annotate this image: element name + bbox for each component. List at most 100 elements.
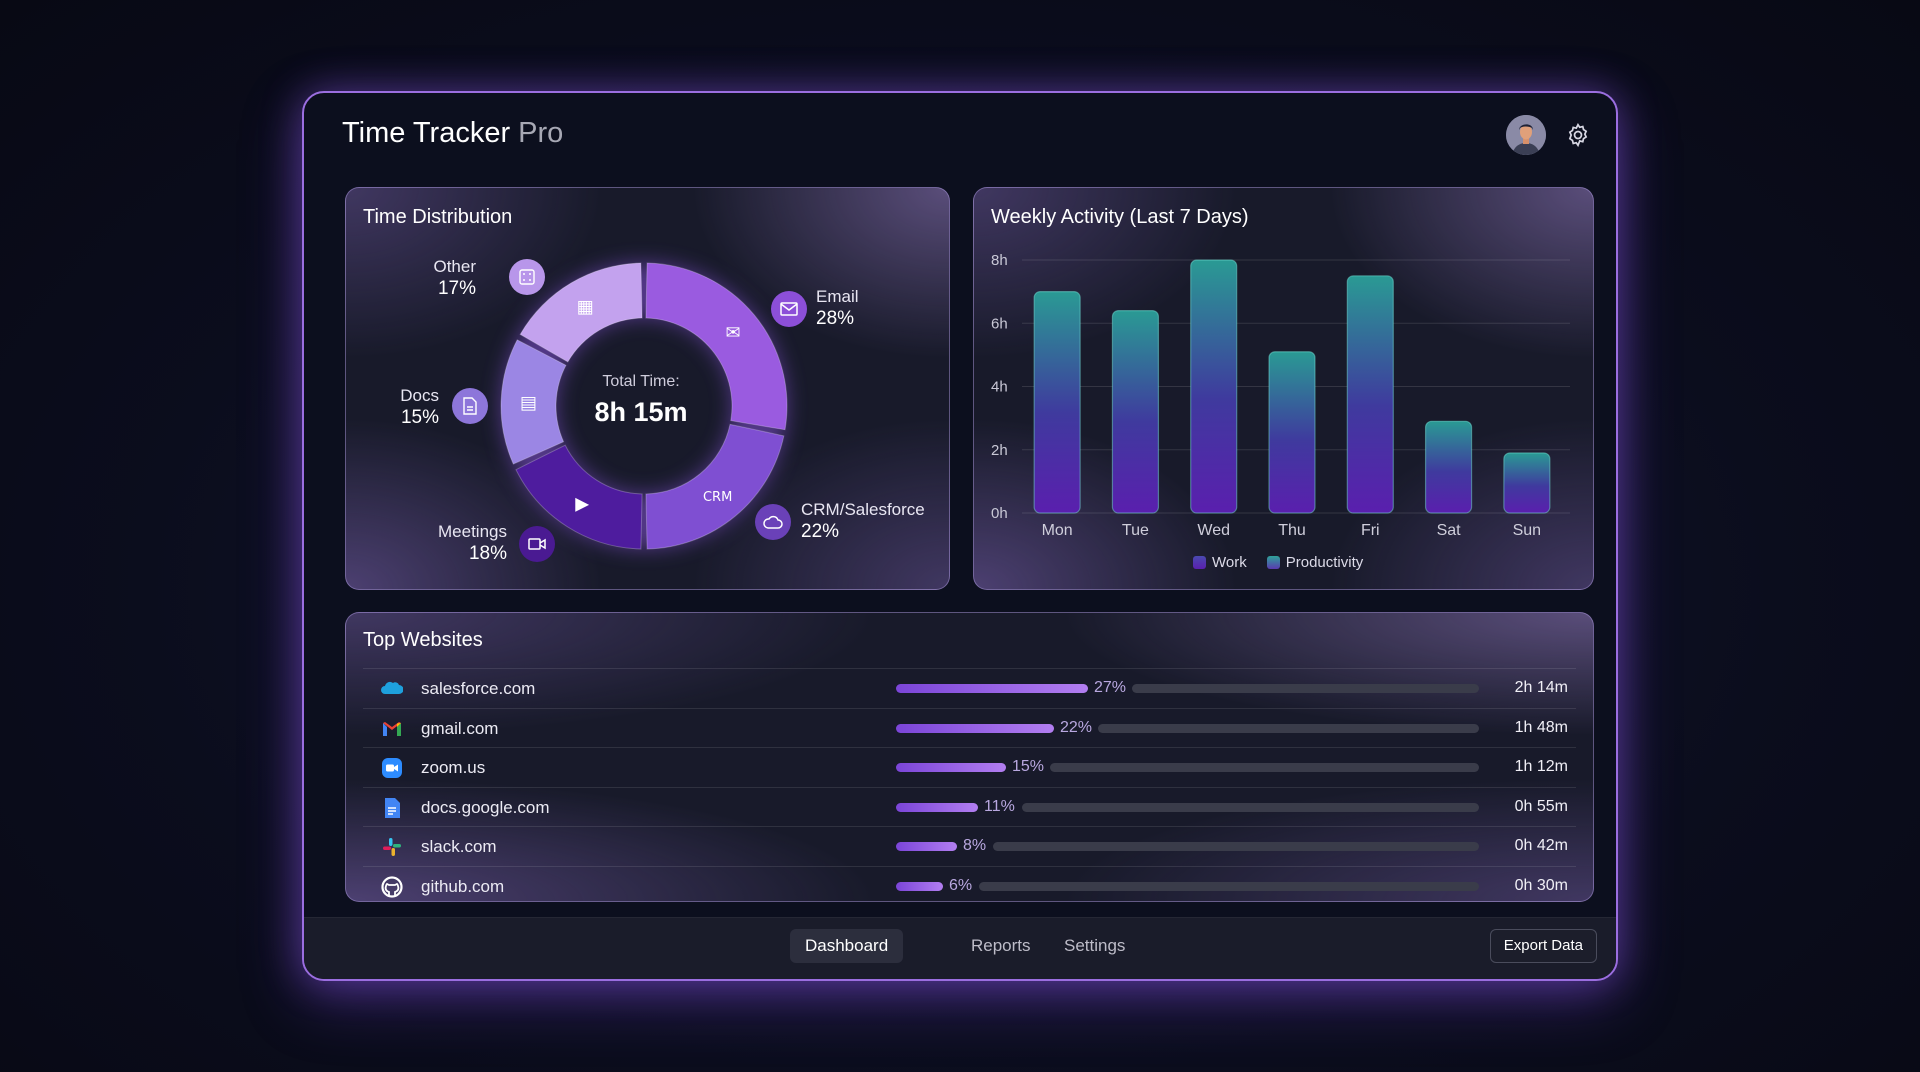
tab-reports[interactable]: Reports [971,936,1031,955]
donut-slice-crm-salesforce[interactable] [645,423,785,550]
legend-swatch-work [1193,556,1206,569]
bar-mon[interactable] [1033,291,1081,514]
time-spent: 1h 48m [1514,718,1568,736]
app-title-suffix: Pro [518,117,564,149]
y-tick-label: 6h [991,315,1008,332]
y-tick-label: 4h [991,379,1008,396]
usage-percent: 22% [1060,718,1093,736]
usage-percent: 15% [1012,758,1045,775]
user-avatar[interactable] [1506,115,1546,155]
website-name: salesforce.com [421,679,536,698]
bar-sun[interactable] [1503,452,1551,514]
website-name: zoom.us [421,758,486,777]
export-data-button[interactable]: Export Data [1489,929,1597,963]
total-time-label: Total Time: [602,373,680,390]
weekly-activity-title: Weekly Activity (Last 7 Days) [991,206,1249,228]
website-row[interactable]: gmail.com 22% 1h 48m [363,707,1576,747]
gear-icon[interactable] [1565,122,1591,148]
usage-bar-track [1022,802,1479,812]
tab-settings[interactable]: Settings [1064,936,1126,955]
website-row[interactable]: github.com 6% 0h 30m [363,865,1576,905]
person-icon [1506,115,1546,155]
usage-bar-fill [896,684,1088,693]
slice-icon-document-icon: ▤ [520,392,537,413]
usage-bar-fill [896,763,1006,772]
usage-bar-track [993,842,1479,851]
usage-percent: 6% [949,876,973,894]
donut-slice-meetings[interactable] [515,444,643,550]
usage-percent: 8% [963,837,987,854]
website-row[interactable]: salesforce.com 27% 2h 14m [363,668,1576,707]
usage-bar-fill [896,723,1054,733]
video-camera-icon [519,526,555,562]
donut-slice-other[interactable] [519,262,643,363]
segment-label-other: Other 17% [433,257,476,299]
tab-dashboard[interactable]: Dashboard [790,929,904,963]
x-tick-label: Wed [1197,522,1230,539]
segment-label-meetings: Meetings 18% [438,522,507,564]
usage-percent: 11% [984,797,1015,815]
top-websites-title: Top Websites [363,629,483,651]
segment-label-email: Email 28% [816,287,859,329]
slice-icon-envelope-icon: ✉ [725,322,740,343]
y-tick-label: 8h [991,252,1008,269]
footer-bar: Dashboard Reports Settings Export Data [304,917,1616,979]
usage-bar-fill [896,842,957,851]
x-tick-label: Sun [1513,522,1541,539]
bar-tue[interactable] [1111,309,1160,514]
website-name: github.com [421,876,505,896]
bar-chart: 0h 2h 4h 6h 8h Mon Tue Wed Thu Fri Sat Sun [991,252,1570,539]
x-tick-label: Mon [1042,522,1073,539]
cloud-icon [755,504,791,540]
usage-bar-fill [896,881,943,891]
y-tick-label: 0h [991,505,1008,522]
usage-bar-track [1098,723,1479,733]
app-window: Time Tracker Pro Time Distribution ✉ CRM ▶… [302,91,1618,981]
x-tick-label: Thu [1278,522,1306,539]
website-row[interactable]: slack.com 8% 0h 42m [363,826,1576,865]
legend: Work Productivity [1193,554,1363,571]
time-spent: 1h 12m [1514,758,1568,775]
donut-slice-email[interactable] [645,262,788,431]
grid-icon [509,259,545,295]
website-row[interactable]: zoom.us 15% 1h 12m [363,747,1576,786]
app-title: Time Tracker Pro [342,117,563,150]
usage-bar-track [1050,763,1479,772]
legend-swatch-productivity [1266,556,1280,569]
time-distribution-title: Time Distribution [363,206,513,228]
segment-label-crm: CRM/Salesforce 22% [801,500,925,542]
app-title-main: Time Tracker [342,117,511,149]
legend-productivity: Productivity [1285,554,1364,571]
slice-icon-video-camera-icon: ▶ [575,494,589,515]
website-name: docs.google.com [421,797,550,817]
usage-bar-fill [896,802,978,812]
donut-chart: ✉ CRM ▶ ▤ ▦ [500,262,788,550]
slice-icon-cloud-icon: CRM [703,490,732,505]
bar-fri[interactable] [1346,275,1394,514]
x-tick-label: Tue [1122,522,1149,539]
top-websites-panel: Top Websites salesforce.com 27% 2h 14m g… [345,612,1594,902]
total-time-value: 8h 15m [594,397,688,427]
website-name: slack.com [421,837,497,856]
usage-bar-track [1132,684,1479,693]
usage-bar-track [979,881,1479,891]
website-row[interactable]: docs.google.com 11% 0h 55m [363,786,1576,826]
y-tick-label: 2h [991,442,1008,459]
time-spent: 0h 55m [1514,797,1568,815]
bar-sat[interactable] [1424,420,1473,514]
time-spent: 0h 42m [1514,837,1568,854]
time-spent: 2h 14m [1514,679,1568,696]
website-name: gmail.com [421,718,499,738]
legend-work: Work [1212,554,1247,571]
document-icon [452,388,488,424]
envelope-icon [771,291,807,327]
donut-slice-docs[interactable] [500,339,567,465]
time-spent: 0h 30m [1514,876,1568,894]
usage-percent: 27% [1094,679,1127,696]
bar-thu[interactable] [1268,351,1316,514]
x-tick-label: Fri [1361,522,1380,539]
bar-wed[interactable] [1190,259,1238,514]
segment-label-docs: Docs 15% [400,386,439,428]
x-tick-label: Sat [1437,522,1462,539]
weekly-activity-panel: Weekly Activity (Last 7 Days) 0h 2h 4h 6h 8h… [973,187,1594,590]
